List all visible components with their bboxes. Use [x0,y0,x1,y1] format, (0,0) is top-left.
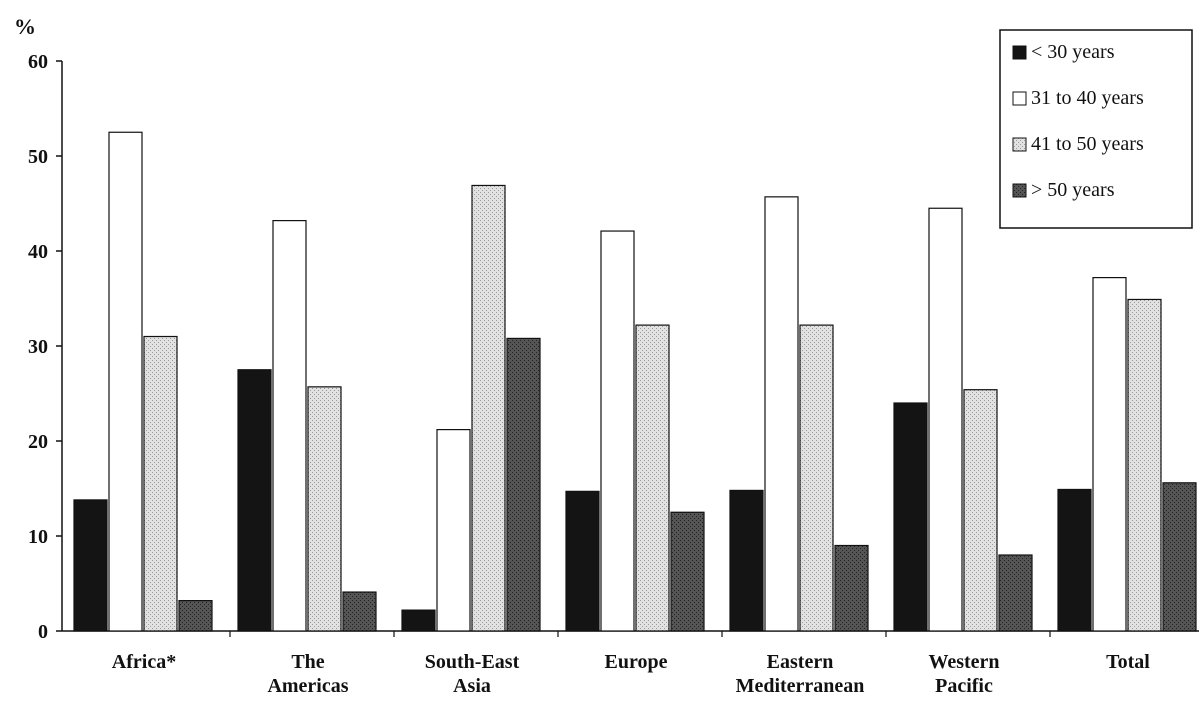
legend-swatch [1012,91,1027,106]
legend-label: 31 to 40 years [1031,87,1144,109]
legend: < 30 years 31 to 40 years 41 to 50 years > … [999,29,1193,229]
y-tick-label: 50 [28,146,48,168]
x-category-label: Eastern [767,651,834,673]
bar [893,402,928,632]
legend-label: 41 to 50 years [1031,133,1144,155]
x-category-label: Total [1106,651,1150,673]
bar [178,599,213,632]
bar [729,489,764,632]
bar [401,609,436,632]
bar [1092,277,1127,632]
legend-swatch [1012,137,1027,152]
bar [998,554,1033,632]
y-tick-label: 0 [38,621,48,643]
bar [307,386,342,632]
bar [565,490,600,632]
x-category-label: The [291,651,324,673]
bar [928,207,963,632]
bar [237,369,272,632]
x-category-label: Pacific [935,675,993,697]
x-category-label: Western [928,651,999,673]
legend-box [999,29,1193,229]
y-axis-unit-label: % [14,14,36,39]
legend-label: < 30 years [1031,41,1115,63]
legend-swatch [1012,183,1027,198]
bars [73,131,1197,632]
bar [635,324,670,632]
bar [1127,298,1162,632]
bar [73,499,108,632]
bar [1162,482,1197,632]
x-category-label: Asia [453,675,491,697]
bar [272,220,307,632]
y-tick-label: 60 [28,51,48,73]
bar [506,337,541,632]
bar [764,196,799,632]
bar [600,230,635,632]
bar [108,131,143,632]
bar [143,335,178,632]
y-tick-label: 20 [28,431,48,453]
legend-swatch [1012,45,1027,60]
bar [471,184,506,632]
y-tick-label: 40 [28,241,48,263]
bar [670,511,705,632]
bar [834,544,869,632]
x-category-label: Americas [267,675,348,697]
y-tick-label: 10 [28,526,48,548]
x-category-label: Europe [605,651,668,673]
x-category-label: Mediterranean [736,675,865,697]
y-axis-tick-labels: 0 10 20 30 40 50 60 [28,51,48,643]
bar [342,591,377,632]
x-category-label: South-East [425,651,520,673]
legend-label: > 50 years [1031,179,1115,201]
bar [1057,488,1092,632]
bar [799,324,834,632]
bar [436,429,471,632]
y-tick-label: 30 [28,336,48,358]
x-category-label: Africa* [112,651,176,673]
bar [963,389,998,632]
